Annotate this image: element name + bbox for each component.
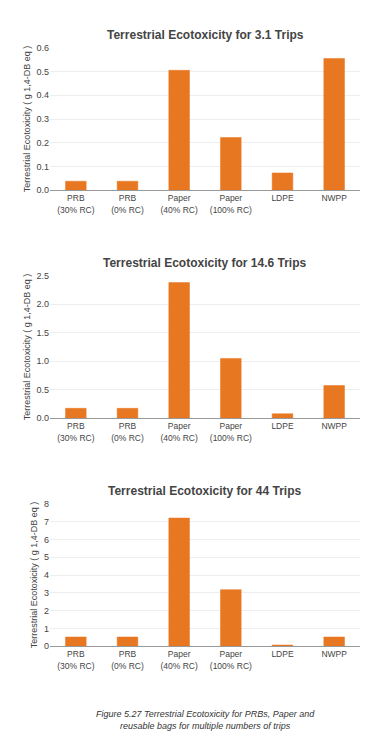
svg-text:4: 4 <box>44 570 49 580</box>
svg-text:LDPE: LDPE <box>271 649 294 659</box>
svg-text:0.6: 0.6 <box>36 43 49 53</box>
svg-text:Paper(100% RC): Paper(100% RC) <box>210 421 252 442</box>
svg-text:Paper(40% RC): Paper(40% RC) <box>161 421 198 442</box>
svg-text:0.3: 0.3 <box>36 114 49 124</box>
svg-text:1.0: 1.0 <box>36 356 49 366</box>
svg-text:PRB(0% RC): PRB(0% RC) <box>111 193 144 214</box>
svg-text:0.5: 0.5 <box>36 67 49 77</box>
svg-text:0.1: 0.1 <box>36 162 49 172</box>
svg-text:Terrestrial Ecotoxicity ( g 1,: Terrestrial Ecotoxicity ( g 1,4-DB eq ) <box>22 274 32 421</box>
svg-text:PRB(30% RC): PRB(30% RC) <box>57 649 94 670</box>
svg-text:Paper(100% RC): Paper(100% RC) <box>210 193 252 214</box>
svg-text:Terrestrial Ecotoxicity ( g 1,: Terrestrial Ecotoxicity ( g 1,4-DB eq ) <box>22 46 32 193</box>
svg-text:0: 0 <box>44 641 49 651</box>
svg-text:0.0: 0.0 <box>36 413 49 423</box>
svg-text:PRB(30% RC): PRB(30% RC) <box>57 421 94 442</box>
svg-text:PRB(0% RC): PRB(0% RC) <box>111 649 144 670</box>
svg-text:LDPE: LDPE <box>271 421 294 431</box>
svg-text:PRB(30% RC): PRB(30% RC) <box>57 193 94 214</box>
svg-text:2: 2 <box>44 606 49 616</box>
svg-text:1.5: 1.5 <box>36 328 49 338</box>
svg-text:Paper(40% RC): Paper(40% RC) <box>161 649 198 670</box>
svg-text:Paper(100% RC): Paper(100% RC) <box>210 649 252 670</box>
svg-text:3: 3 <box>44 588 49 598</box>
svg-text:NWPP: NWPP <box>321 193 347 203</box>
svg-text:2.5: 2.5 <box>36 271 49 281</box>
svg-text:NWPP: NWPP <box>321 649 347 659</box>
svg-text:2.0: 2.0 <box>36 299 49 309</box>
svg-text:5: 5 <box>44 552 49 562</box>
svg-text:Terrestrial Ecotoxicity for 3.: Terrestrial Ecotoxicity for 3.1 Trips <box>107 28 304 42</box>
svg-text:Paper(40% RC): Paper(40% RC) <box>161 193 198 214</box>
svg-text:1: 1 <box>44 624 49 634</box>
svg-text:PRB(0% RC): PRB(0% RC) <box>111 421 144 442</box>
svg-text:Terrestrial Ecotoxicity for 44: Terrestrial Ecotoxicity for 44 Trips <box>108 484 302 498</box>
svg-text:6: 6 <box>44 535 49 545</box>
svg-text:0.0: 0.0 <box>36 185 49 195</box>
svg-text:Figure 5.27 Terrestrial Ecotox: Figure 5.27 Terrestrial Ecotoxicity for … <box>96 709 315 731</box>
svg-text:8: 8 <box>44 499 49 509</box>
svg-text:Terrestrial Ecotoxicity for 14: Terrestrial Ecotoxicity for 14.6 Trips <box>103 256 307 270</box>
svg-text:LDPE: LDPE <box>271 193 294 203</box>
svg-text:0.2: 0.2 <box>36 138 49 148</box>
svg-text:Terrestrial Ecotoxicity ( g 1,: Terrestrial Ecotoxicity ( g 1,4-DB eq ) <box>29 502 39 649</box>
svg-text:0.5: 0.5 <box>36 385 49 395</box>
svg-text:7: 7 <box>44 517 49 527</box>
svg-text:NWPP: NWPP <box>321 421 347 431</box>
svg-text:0.4: 0.4 <box>36 90 49 100</box>
